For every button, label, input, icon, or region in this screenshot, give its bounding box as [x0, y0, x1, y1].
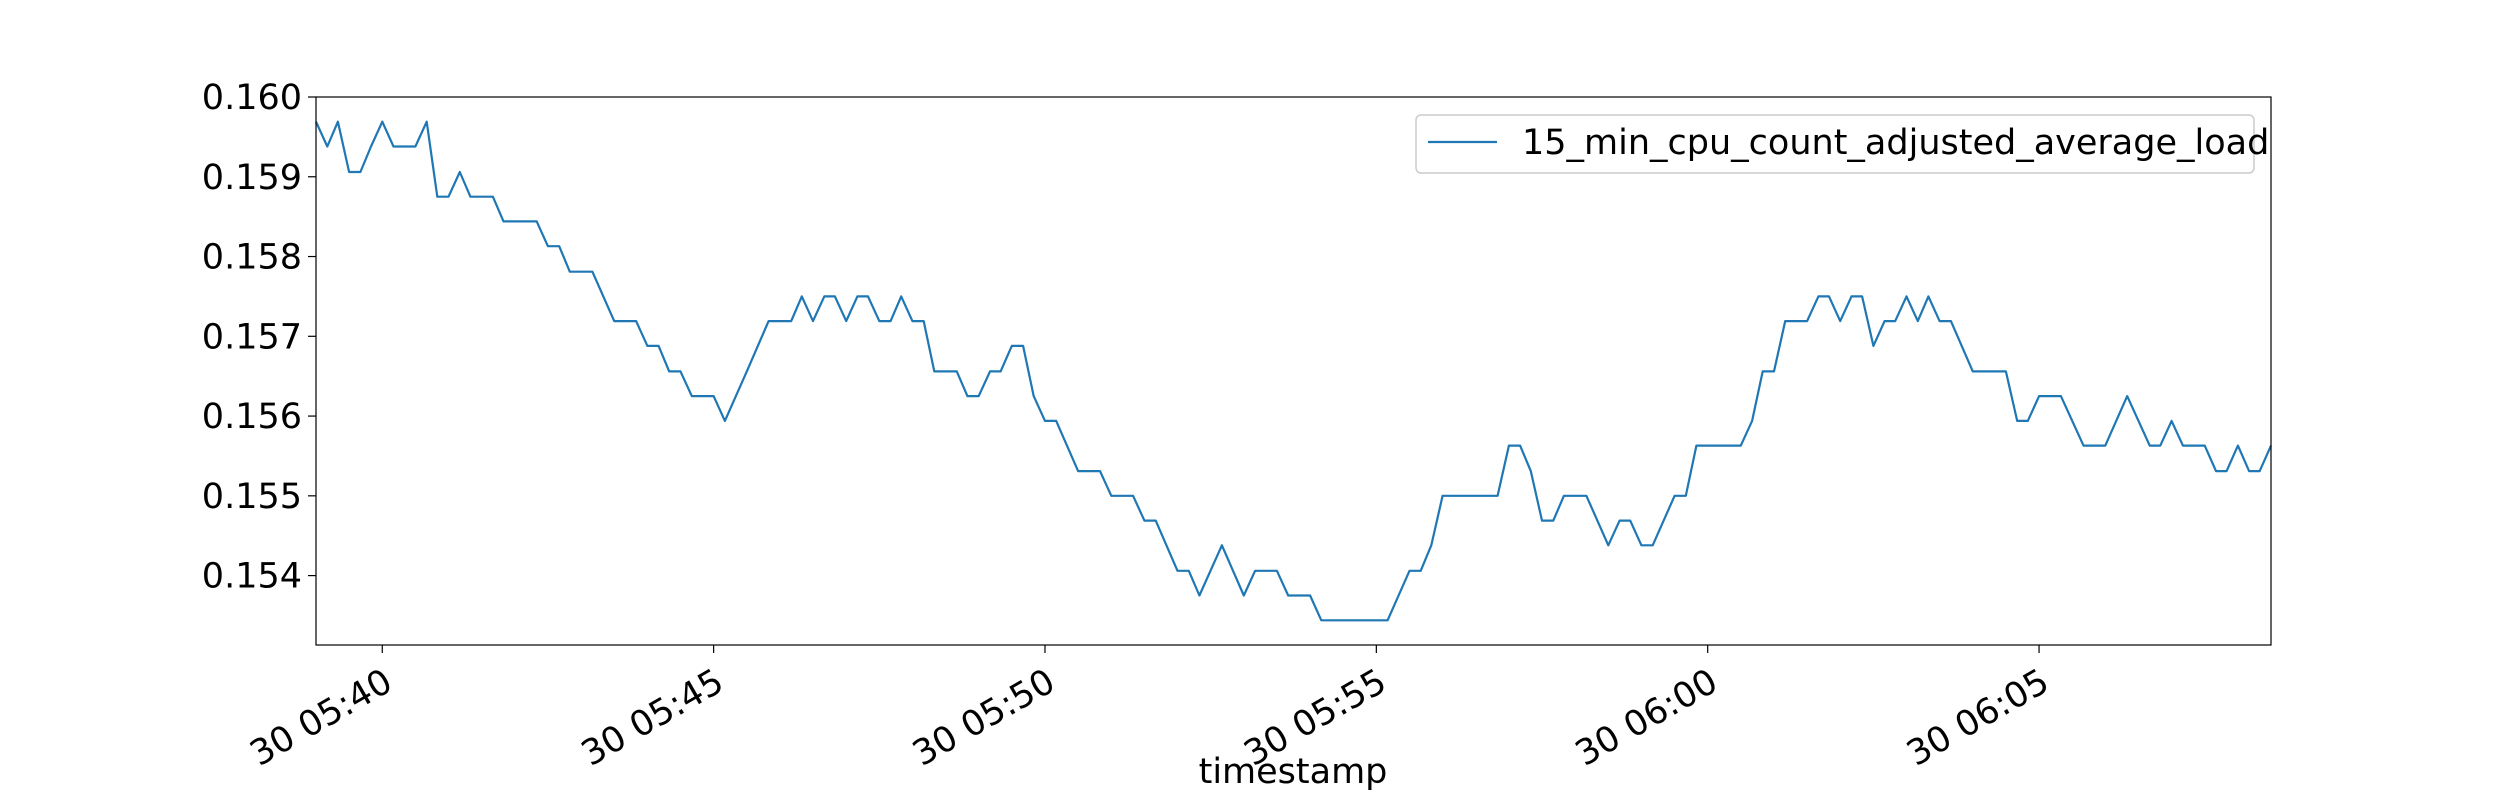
y-tick-label: 0.154	[202, 557, 302, 597]
axes-frame	[315, 96, 2272, 646]
legend-frame	[1415, 114, 2255, 174]
y-tick-label: 0.157	[202, 317, 302, 357]
axes-background	[316, 97, 2271, 645]
legend: 15_min_cpu_count_adjusted_average_load	[1415, 114, 2269, 174]
y-axis: 0.154 0.155 0.156 0.157 0.158 0.159 0.160	[202, 78, 316, 597]
plot-area	[314, 96, 2273, 646]
series-line-0	[314, 120, 2273, 622]
y-tick-label: 0.155	[202, 477, 302, 517]
series-layer	[314, 120, 2273, 622]
y-tick-label: 0.158	[202, 238, 302, 278]
legend-entry: 15_min_cpu_count_adjusted_average_load	[1522, 123, 2269, 163]
y-tick-label: 0.159	[202, 158, 302, 198]
x-axis-label: timestamp	[1199, 752, 1388, 792]
y-tick-label: 0.160	[202, 78, 302, 118]
y-tick-label: 0.156	[202, 397, 302, 437]
